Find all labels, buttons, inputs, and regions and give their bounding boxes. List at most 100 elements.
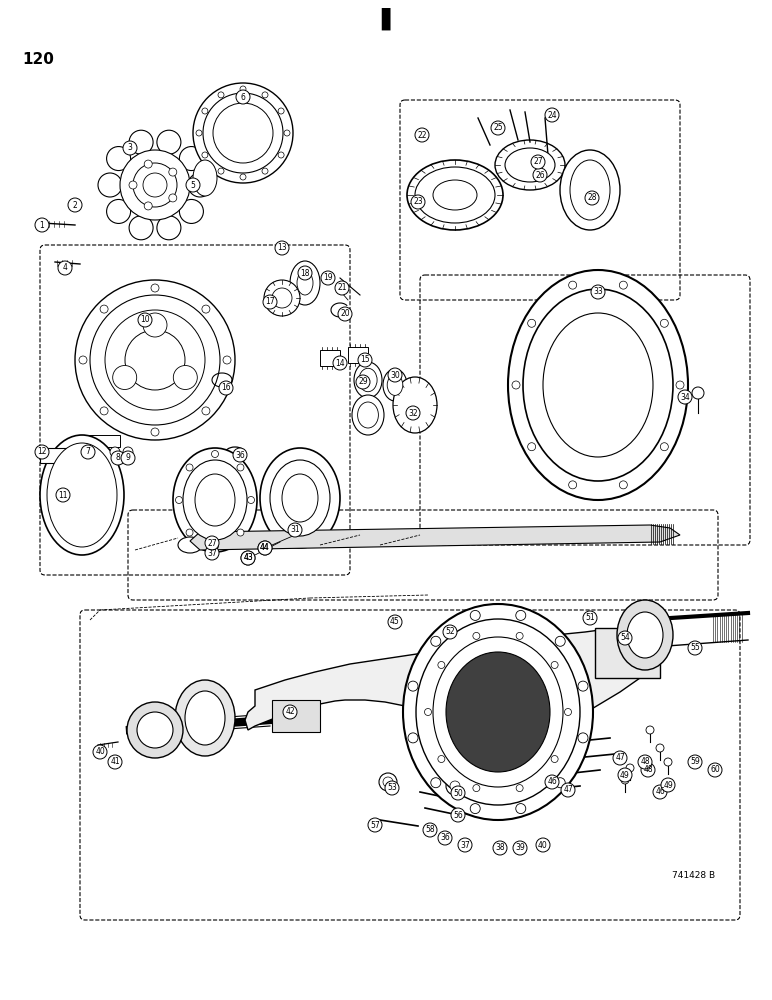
- Circle shape: [193, 83, 293, 183]
- Text: 8: 8: [116, 454, 120, 462]
- Circle shape: [431, 778, 441, 788]
- Ellipse shape: [383, 369, 407, 401]
- Circle shape: [133, 163, 177, 207]
- Ellipse shape: [416, 619, 580, 805]
- Text: 39: 39: [515, 844, 525, 852]
- Text: 57: 57: [370, 820, 380, 830]
- Text: 15: 15: [361, 356, 370, 364]
- Circle shape: [173, 365, 198, 389]
- Circle shape: [569, 481, 577, 489]
- Circle shape: [298, 266, 312, 280]
- Ellipse shape: [178, 537, 202, 553]
- Circle shape: [678, 390, 692, 404]
- Circle shape: [545, 108, 559, 122]
- Circle shape: [107, 199, 130, 223]
- Text: 21: 21: [337, 284, 347, 292]
- Circle shape: [127, 702, 183, 758]
- Circle shape: [561, 783, 575, 797]
- Ellipse shape: [282, 474, 318, 522]
- Text: 14: 14: [335, 359, 345, 367]
- Text: 120: 120: [22, 52, 54, 67]
- Circle shape: [120, 150, 190, 220]
- Circle shape: [527, 319, 536, 327]
- Text: 46: 46: [547, 778, 557, 786]
- Circle shape: [105, 310, 205, 410]
- Circle shape: [35, 445, 49, 459]
- Circle shape: [531, 155, 545, 169]
- Circle shape: [626, 764, 634, 772]
- Circle shape: [338, 307, 352, 321]
- Circle shape: [129, 181, 137, 189]
- Text: 37: 37: [207, 548, 217, 558]
- Circle shape: [143, 173, 167, 197]
- Circle shape: [169, 194, 177, 202]
- Ellipse shape: [290, 261, 320, 305]
- Circle shape: [438, 831, 452, 845]
- Ellipse shape: [627, 612, 663, 658]
- Circle shape: [585, 191, 599, 205]
- Text: 44: 44: [260, 544, 270, 552]
- Circle shape: [283, 705, 297, 719]
- Circle shape: [653, 785, 667, 799]
- Text: 6: 6: [241, 93, 245, 102]
- Text: 27: 27: [207, 538, 217, 548]
- Circle shape: [188, 173, 212, 197]
- Circle shape: [333, 356, 347, 370]
- Circle shape: [383, 777, 393, 787]
- Circle shape: [368, 818, 382, 832]
- Ellipse shape: [560, 150, 620, 230]
- Circle shape: [275, 241, 289, 255]
- Circle shape: [516, 610, 526, 620]
- Ellipse shape: [47, 443, 117, 547]
- Circle shape: [379, 773, 397, 791]
- Text: 29: 29: [358, 377, 367, 386]
- Circle shape: [438, 756, 445, 763]
- Text: 32: 32: [408, 408, 418, 418]
- Circle shape: [578, 733, 588, 743]
- Circle shape: [144, 202, 152, 210]
- Circle shape: [129, 216, 153, 240]
- Circle shape: [240, 86, 246, 92]
- Circle shape: [513, 841, 527, 855]
- Circle shape: [157, 216, 181, 240]
- Circle shape: [100, 305, 108, 313]
- Circle shape: [512, 381, 520, 389]
- Circle shape: [202, 407, 210, 415]
- Circle shape: [75, 280, 235, 440]
- Circle shape: [110, 447, 120, 457]
- Circle shape: [111, 451, 125, 465]
- Circle shape: [196, 130, 202, 136]
- Circle shape: [555, 778, 565, 788]
- Circle shape: [175, 496, 182, 504]
- Circle shape: [408, 681, 418, 691]
- Circle shape: [473, 785, 480, 792]
- Circle shape: [213, 103, 273, 163]
- Text: 26: 26: [535, 170, 545, 180]
- Circle shape: [388, 615, 402, 629]
- Text: 59: 59: [690, 758, 700, 766]
- Text: 22: 22: [417, 130, 427, 139]
- Ellipse shape: [393, 377, 437, 433]
- Bar: [40, 448, 78, 463]
- Circle shape: [262, 168, 268, 174]
- Ellipse shape: [446, 652, 550, 772]
- Circle shape: [90, 295, 220, 425]
- Circle shape: [656, 744, 664, 752]
- Circle shape: [493, 841, 507, 855]
- Polygon shape: [190, 525, 680, 550]
- Circle shape: [431, 636, 441, 646]
- Circle shape: [335, 281, 349, 295]
- Ellipse shape: [297, 271, 313, 295]
- Circle shape: [212, 450, 218, 458]
- Text: 41: 41: [110, 758, 120, 766]
- Ellipse shape: [415, 167, 495, 223]
- Ellipse shape: [433, 637, 563, 787]
- Circle shape: [129, 130, 153, 154]
- Circle shape: [203, 93, 283, 173]
- Circle shape: [618, 768, 632, 782]
- Circle shape: [641, 763, 655, 777]
- Ellipse shape: [195, 474, 235, 526]
- Circle shape: [533, 168, 547, 182]
- Circle shape: [688, 755, 702, 769]
- Circle shape: [591, 285, 605, 299]
